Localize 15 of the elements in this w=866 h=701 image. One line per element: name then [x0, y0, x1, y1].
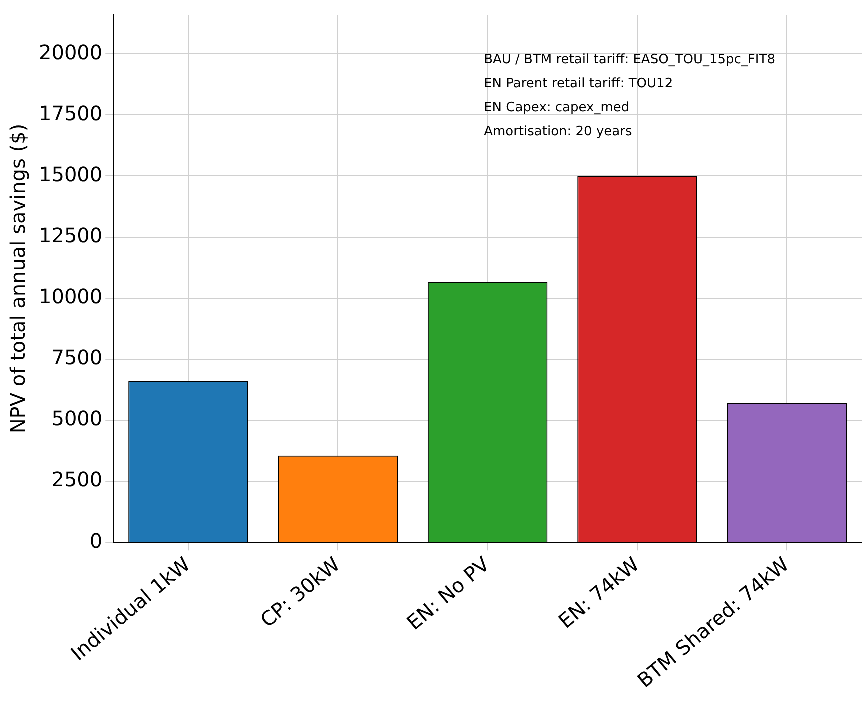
annotation: EN Parent retail tariff: TOU12 — [484, 76, 674, 92]
y-tick-label: 17500 — [39, 101, 103, 126]
annotation: EN Capex: capex_med — [484, 100, 630, 116]
y-tick-label: 10000 — [39, 284, 103, 309]
y-tick-label: 0 — [90, 528, 103, 553]
x-tick-label: EN: No PV — [402, 552, 495, 635]
y-axis-title: NPV of total annual savings ($) — [6, 124, 30, 434]
annotation: Amortisation: 20 years — [484, 124, 632, 140]
y-tick-label: 20000 — [39, 40, 103, 64]
y-tick-label: 15000 — [39, 162, 103, 186]
y-tick-label: 2500 — [52, 468, 103, 492]
y-tick-label: 5000 — [52, 406, 103, 431]
annotation: BAU / BTM retail tariff: EASO_TOU_15pc_FIT8 — [484, 52, 776, 68]
y-tick-label: 7500 — [52, 346, 103, 370]
y-tick-label: 12500 — [39, 223, 103, 248]
